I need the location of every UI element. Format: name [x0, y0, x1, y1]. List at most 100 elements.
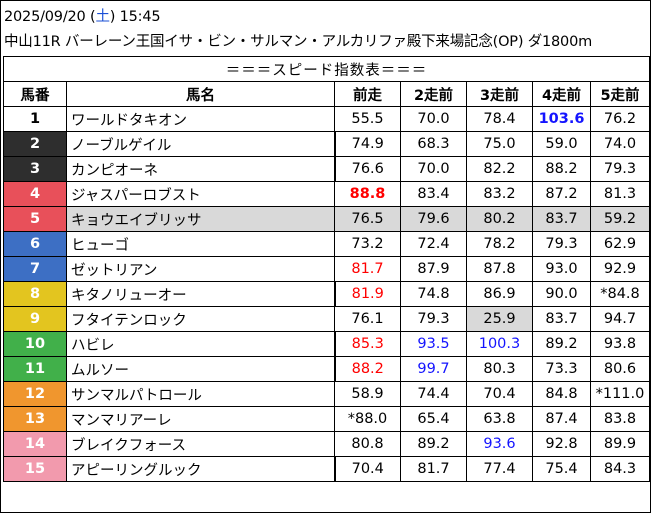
speed-index-cell: 74.4 [400, 381, 467, 407]
speed-index-cell: 80.2 [466, 206, 533, 232]
horse-name: ワールドタキオン [66, 106, 335, 132]
col-header-5-races-ago: 5走前 [590, 81, 650, 107]
table-row: 4 ジャスパーロブスト 88.8 83.4 83.2 87.2 81.3 [3, 181, 650, 207]
horse-name: ノーブルゲイル [66, 131, 336, 157]
speed-index-cell: 59.0 [532, 131, 591, 157]
horse-name: フタイテンロック [66, 306, 335, 332]
horse-number: 10 [3, 331, 67, 357]
col-header-name: 馬名 [66, 81, 335, 107]
table-row: 3 カンピオーネ 76.6 70.0 82.2 88.2 79.3 [3, 156, 650, 182]
horse-name: ハビレ [66, 331, 336, 357]
col-header-number: 馬番 [3, 81, 67, 107]
table-row: 10 ハビレ 85.3 93.5 100.3 89.2 93.8 [3, 331, 650, 357]
table-caption: ＝＝＝スピード指数表＝＝＝ [3, 56, 650, 82]
speed-index-cell: 80.3 [466, 356, 533, 382]
table-row: 13 マンマリアーレ *88.0 65.4 63.8 87.4 83.8 [3, 406, 650, 432]
speed-index-cell: 76.6 [334, 156, 401, 182]
horse-number: 2 [3, 131, 67, 157]
horse-name: マンマリアーレ [66, 406, 335, 432]
horse-number: 12 [3, 381, 67, 407]
col-header-last-race: 前走 [334, 81, 401, 107]
horse-name: ムルソー [66, 356, 336, 382]
speed-index-cell: 103.6 [532, 106, 591, 132]
horse-name: ブレイクフォース [66, 431, 335, 457]
horse-number: 9 [3, 306, 67, 332]
speed-index-cell: 79.3 [532, 231, 591, 257]
speed-index-cell: 68.3 [400, 131, 467, 157]
header-row: 馬番 馬名 前走 2走前 3走前 4走前 5走前 [3, 81, 650, 107]
speed-index-cell: 70.4 [466, 381, 533, 407]
speed-index-cell: 83.2 [466, 181, 533, 207]
speed-index-cell: 87.9 [400, 256, 467, 282]
speed-index-cell: 74.0 [590, 131, 650, 157]
table-row: 9 フタイテンロック 76.1 79.3 25.9 83.7 94.7 [3, 306, 650, 332]
speed-index-cell: 76.2 [590, 106, 650, 132]
speed-index-cell: 94.7 [590, 306, 650, 332]
speed-index-cell: 76.5 [334, 206, 401, 232]
horse-name: キタノリューオー [66, 281, 336, 307]
horse-number: 4 [3, 181, 67, 207]
horse-name: カンピオーネ [66, 156, 336, 182]
speed-index-cell: 55.5 [334, 106, 401, 132]
speed-index-cell: 73.2 [334, 231, 401, 257]
speed-index-cell: 79.3 [400, 306, 467, 332]
speed-index-cell: *88.0 [334, 406, 401, 432]
horse-number: 11 [3, 356, 67, 382]
speed-index-cell: 78.4 [466, 106, 533, 132]
col-header-2-races-ago: 2走前 [400, 81, 467, 107]
table-row: 5 キョウエイブリッサ 76.5 79.6 80.2 83.7 59.2 [3, 206, 650, 232]
table-caption-row: ＝＝＝スピード指数表＝＝＝ [3, 56, 650, 82]
horse-name: キョウエイブリッサ [66, 206, 335, 232]
speed-index-cell: 83.7 [532, 306, 591, 332]
speed-index-cell: 84.3 [590, 456, 650, 482]
speed-index-cell: 100.3 [466, 331, 533, 357]
speed-index-cell: 70.0 [400, 156, 467, 182]
speed-index-cell: 74.8 [400, 281, 467, 307]
table-row: 14 ブレイクフォース 80.8 89.2 93.6 92.8 89.9 [3, 431, 650, 457]
speed-index-cell: 87.4 [532, 406, 591, 432]
speed-index-cell: 92.8 [532, 431, 591, 457]
speed-index-cell: 83.7 [532, 206, 591, 232]
horse-name: ヒューゴ [66, 231, 335, 257]
race-datetime: 2025/09/20 (土) 15:45 [4, 5, 161, 26]
speed-index-cell: 59.2 [590, 206, 650, 232]
speed-index-cell: 65.4 [400, 406, 467, 432]
speed-index-cell: 81.7 [400, 456, 467, 482]
speed-index-cell: 89.9 [590, 431, 650, 457]
col-header-4-races-ago: 4走前 [532, 81, 591, 107]
speed-index-cell: 84.8 [532, 381, 591, 407]
table-row: 11 ムルソー 88.2 99.7 80.3 73.3 80.6 [3, 356, 650, 382]
speed-index-cell: 93.8 [590, 331, 650, 357]
speed-index-cell: 82.2 [466, 156, 533, 182]
speed-index-cell: 90.0 [532, 281, 591, 307]
speed-index-cell: 81.7 [334, 256, 401, 282]
speed-index-cell: 83.8 [590, 406, 650, 432]
horse-number: 15 [3, 456, 67, 482]
speed-index-cell: 58.9 [334, 381, 401, 407]
speed-index-cell: 62.9 [590, 231, 650, 257]
speed-index-cell: 81.3 [590, 181, 650, 207]
weekday-text: 土 [95, 9, 110, 25]
speed-index-cell: 85.3 [334, 331, 401, 357]
table-row: 15 アピーリングルック 70.4 81.7 77.4 75.4 84.3 [3, 456, 650, 482]
speed-index-cell: 74.9 [334, 131, 401, 157]
race-title: 中山11R バーレーン王国イサ・ビン・サルマン・アルカリファ殿下来場記念(OP)… [4, 34, 593, 50]
speed-index-cell: 99.7 [400, 356, 467, 382]
speed-index-cell: 92.9 [590, 256, 650, 282]
horse-number: 5 [3, 206, 67, 232]
date-text: 2025/09/20 ( [4, 9, 96, 25]
horse-number: 14 [3, 431, 67, 457]
horse-number: 8 [3, 281, 67, 307]
table-row: 2 ノーブルゲイル 74.9 68.3 75.0 59.0 74.0 [3, 131, 650, 157]
speed-index-cell: 78.2 [466, 231, 533, 257]
speed-index-cell: 89.2 [400, 431, 467, 457]
speed-index-cell: 93.6 [466, 431, 533, 457]
speed-index-cell: 79.3 [590, 156, 650, 182]
table-row: 7 ゼットリアン 81.7 87.9 87.8 93.0 92.9 [3, 256, 650, 282]
speed-index-cell: 76.1 [334, 306, 401, 332]
speed-index-cell: 86.9 [466, 281, 533, 307]
speed-index-cell: 88.2 [334, 356, 401, 382]
speed-index-cell: 72.4 [400, 231, 467, 257]
speed-index-cell: 87.2 [532, 181, 591, 207]
